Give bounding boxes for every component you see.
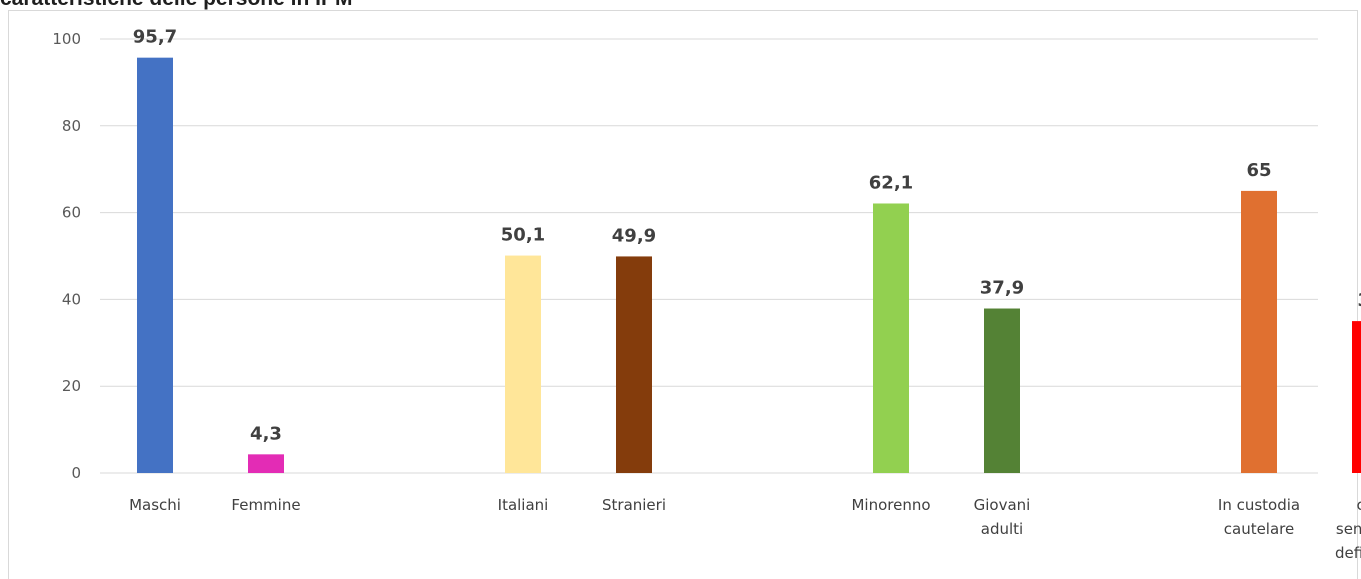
category-label-line: definitiva <box>1335 544 1361 562</box>
y-tick-label-100: 100 <box>52 30 81 48</box>
bar-4 <box>873 203 909 473</box>
category-label-line: cautelare <box>1224 520 1294 538</box>
category-label-2: Italiani <box>498 496 549 514</box>
category-label-6: In custodia cautelare <box>1218 496 1300 538</box>
chart-title: caratteristiche delle persone in IPM <box>0 0 352 11</box>
bar-1 <box>248 454 284 473</box>
y-tick-label-20: 20 <box>62 377 81 395</box>
bar-7 <box>1352 321 1361 473</box>
bar-3 <box>616 256 652 473</box>
y-tick-label-80: 80 <box>62 117 81 135</box>
data-label-5: 37,9 <box>980 278 1024 299</box>
y-tick-label-0: 0 <box>71 464 81 482</box>
category-label-line: Stranieri <box>602 496 666 514</box>
category-label-line: Giovani <box>974 496 1031 514</box>
category-label-line: sentenza <box>1336 520 1361 538</box>
category-label-line: adulti <box>981 520 1023 538</box>
bar-6 <box>1241 190 1277 473</box>
category-label-line: Femmine <box>231 496 300 514</box>
data-label-6: 65 <box>1246 160 1271 181</box>
category-label-line: In custodia <box>1218 496 1300 514</box>
y-tick-label-60: 60 <box>62 204 81 222</box>
data-label-7: 35 <box>1357 290 1361 311</box>
category-label-4: Minorenno <box>851 496 930 514</box>
category-label-5: Giovani adulti <box>974 496 1031 538</box>
data-label-1: 4,3 <box>250 423 282 444</box>
category-label-1: Femmine <box>231 496 300 514</box>
data-label-2: 50,1 <box>501 225 545 246</box>
category-label-0: Maschi <box>129 496 181 514</box>
category-label-line: Minorenno <box>851 496 930 514</box>
bar-0 <box>137 57 173 474</box>
bar-5 <box>984 308 1020 473</box>
chart-area <box>8 10 1358 579</box>
category-label-line: con <box>1357 496 1361 514</box>
data-label-4: 62,1 <box>869 172 913 193</box>
category-label-line: Maschi <box>129 496 181 514</box>
data-label-3: 49,9 <box>612 225 656 246</box>
bar-2 <box>505 255 541 473</box>
category-label-3: Stranieri <box>602 496 666 514</box>
category-label-7: con sentenza definitiva <box>1335 496 1361 562</box>
data-label-0: 95,7 <box>133 27 177 48</box>
y-tick-label-40: 40 <box>62 290 81 308</box>
category-label-line: Italiani <box>498 496 549 514</box>
